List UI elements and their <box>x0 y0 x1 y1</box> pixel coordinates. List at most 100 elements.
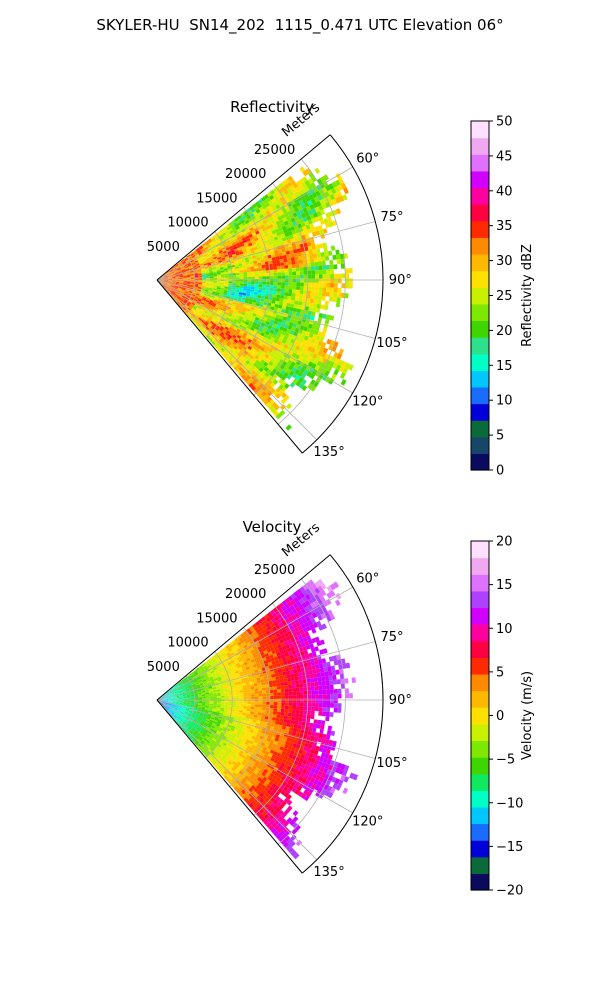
radar-cell <box>300 691 304 695</box>
radar-cell <box>287 296 291 300</box>
radar-cell <box>330 288 334 293</box>
radar-cell <box>287 300 291 304</box>
azimuth-tick-label: 60° <box>356 151 379 166</box>
radar-cell <box>258 271 262 274</box>
radar-cell <box>315 686 319 690</box>
radar-cell <box>288 293 292 297</box>
radar-cell <box>325 319 330 324</box>
radar-cell <box>225 701 229 703</box>
radar-cell <box>309 670 313 675</box>
radar-cell <box>228 705 232 707</box>
radar-cell <box>273 270 277 273</box>
radar-cell <box>274 696 278 699</box>
radar-cell <box>266 282 270 285</box>
colorbar-swatch <box>471 437 489 454</box>
radar-cell <box>300 699 304 703</box>
colorbar-tick-label: 10 <box>496 394 513 409</box>
radar-cell <box>349 693 353 698</box>
radar-cell <box>198 281 202 282</box>
radar-cell <box>278 699 282 702</box>
radar-cell <box>217 278 221 280</box>
radar-cell <box>298 256 302 260</box>
radar-cell <box>258 685 262 688</box>
radial-tick-label: 15000 <box>196 191 237 206</box>
radar-cell <box>285 695 289 699</box>
radar-cell <box>345 273 349 278</box>
radar-cell <box>292 713 296 717</box>
radar-cell <box>246 711 250 714</box>
radar-cell <box>217 703 221 705</box>
radar-cell <box>195 698 199 699</box>
radar-cell <box>254 269 258 272</box>
radar-cell <box>258 265 262 268</box>
radar-cell <box>309 303 313 308</box>
radar-cell <box>195 279 199 280</box>
radar-cell <box>228 272 232 274</box>
radar-cell <box>295 717 299 721</box>
radar-cell <box>217 276 221 278</box>
radar-cell <box>240 701 244 703</box>
radar-cell <box>270 270 274 273</box>
radar-cell <box>210 284 214 286</box>
radar-cell <box>289 692 293 696</box>
radar-cell <box>274 279 278 282</box>
radar-cell <box>317 300 321 305</box>
radar-cell <box>337 288 341 293</box>
radar-cell <box>214 278 218 280</box>
radar-cell <box>319 283 323 287</box>
radar-cell <box>273 288 277 292</box>
radar-cell <box>293 728 298 732</box>
radar-cell <box>312 249 316 254</box>
radar-cell <box>308 695 312 699</box>
radar-cell <box>317 257 321 262</box>
radar-cell <box>210 695 214 697</box>
radar-cell <box>300 267 304 271</box>
radar-cell <box>291 257 295 261</box>
radar-cell <box>308 666 313 671</box>
radar-cell <box>228 283 232 285</box>
radar-cell <box>247 699 251 701</box>
radar-cell <box>254 689 258 692</box>
radar-cell <box>330 292 334 297</box>
radar-cell <box>198 698 202 699</box>
radar-cell <box>296 702 300 706</box>
radar-cell <box>255 697 259 700</box>
radar-cell <box>244 697 248 699</box>
radar-cell <box>292 692 296 696</box>
radar-cell <box>232 701 236 703</box>
radar-cell <box>195 699 199 700</box>
radar-cell <box>293 249 297 253</box>
radar-cell <box>322 296 326 301</box>
radar-cell <box>323 699 327 704</box>
radar-cell <box>270 273 274 276</box>
radar-cell <box>330 274 334 279</box>
radar-cell <box>312 728 317 733</box>
radar-cell <box>255 699 259 702</box>
radar-cell <box>328 726 333 731</box>
radar-cell <box>210 278 214 280</box>
radar-cell <box>262 710 266 713</box>
radar-cell <box>314 682 318 687</box>
radar-cell <box>319 279 323 283</box>
radar-cell <box>210 704 214 706</box>
radar-cell <box>247 692 251 695</box>
radar-cell <box>319 699 323 703</box>
radar-cell <box>293 695 297 699</box>
radar-cell <box>311 686 315 690</box>
radar-cell <box>285 709 289 713</box>
radar-cell <box>332 255 336 260</box>
radar-cell <box>278 276 282 279</box>
radar-cell <box>251 692 255 695</box>
radar-cell <box>236 693 240 695</box>
radar-cell <box>206 278 210 279</box>
radar-cell <box>262 271 266 274</box>
radar-cell <box>330 265 334 270</box>
radar-cell <box>251 697 255 700</box>
radar-cell <box>285 286 289 290</box>
radar-cell <box>247 694 251 697</box>
radar-cell <box>266 279 270 282</box>
radar-cell <box>286 403 292 409</box>
colorbar-swatch <box>471 287 489 304</box>
radar-cell <box>286 254 290 258</box>
radar-cell <box>298 721 302 725</box>
